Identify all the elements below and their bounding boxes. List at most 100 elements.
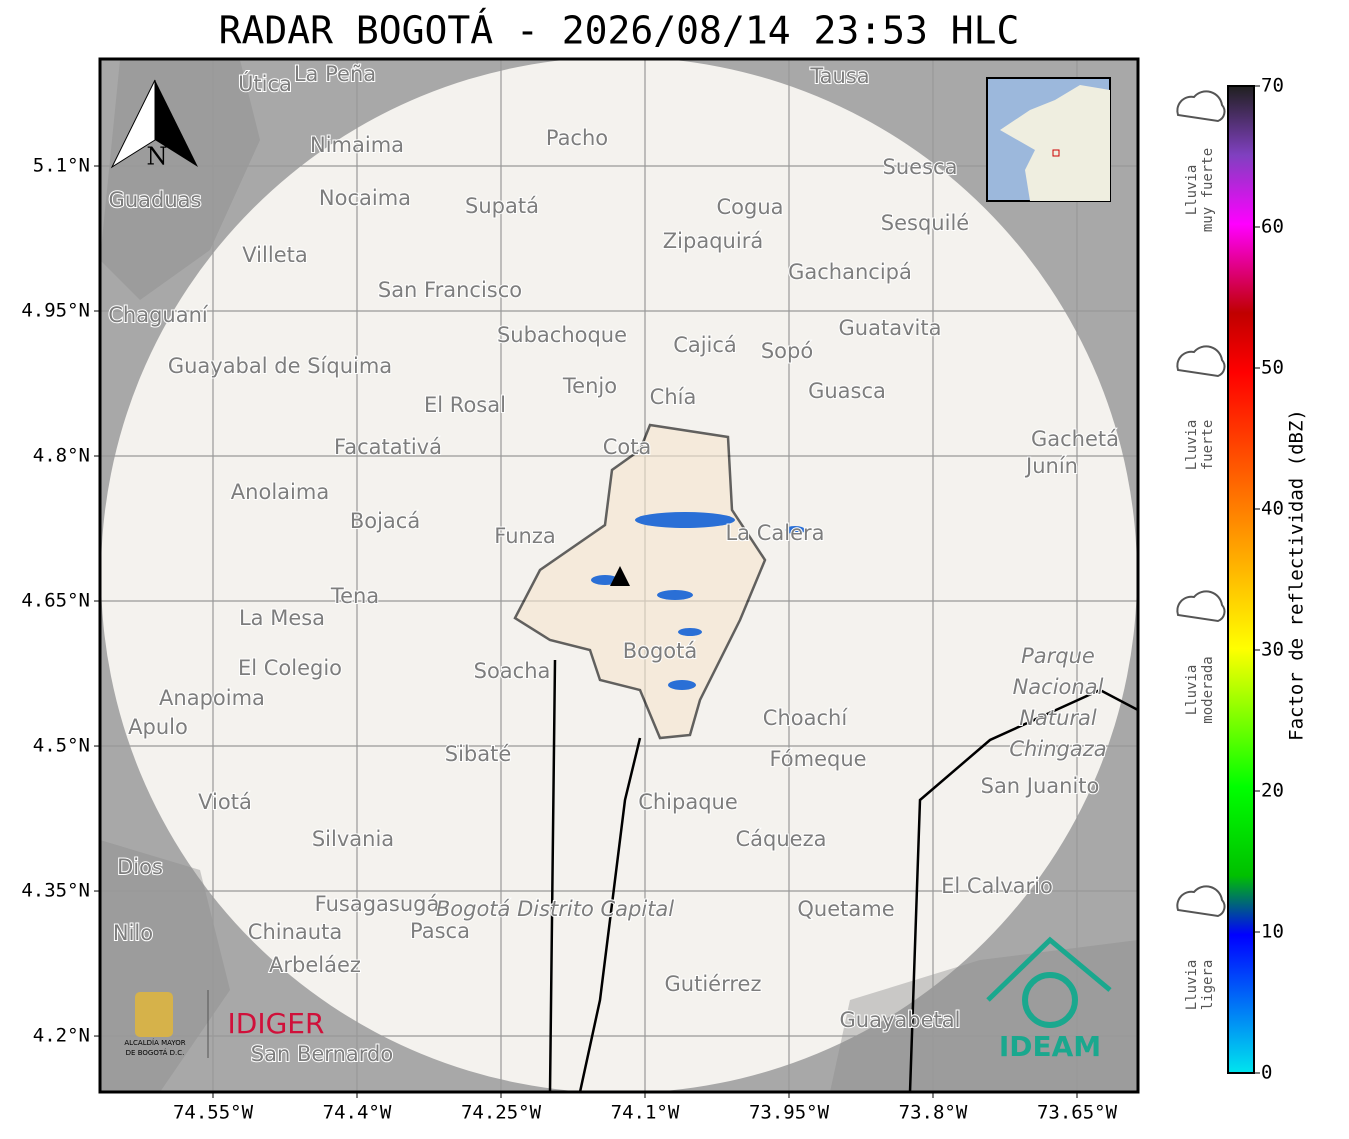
lon-tick-label: 73.8°W: [899, 1102, 968, 1124]
place-label: Silvania: [312, 827, 394, 851]
colorbar-tick-label: 0: [1261, 1062, 1272, 1084]
park-label: Nacional: [1013, 675, 1104, 699]
place-label: Quetame: [797, 897, 894, 921]
place-label: Tausa: [809, 64, 869, 88]
rain-class-label: Lluvia: [1184, 165, 1200, 216]
place-label: El Rosal: [424, 393, 506, 417]
terrain-shade: [100, 60, 1138, 1092]
place-label: Sopó: [761, 339, 813, 363]
colorbar-tick-label: 10: [1261, 921, 1284, 943]
alcaldia-shield: [135, 992, 173, 1037]
boundaries: [548, 659, 1138, 1092]
colorbar-tick-label: 20: [1261, 780, 1284, 802]
place-label: Cáqueza: [736, 827, 827, 851]
place-label: Nilo: [113, 921, 153, 945]
place-label: La Peña: [294, 62, 376, 86]
place-label: Supatá: [465, 194, 539, 218]
place-label: Chipaque: [638, 790, 738, 814]
colorbar-tick-label: 40: [1261, 498, 1284, 520]
park-label: Parque: [1021, 644, 1095, 668]
inset-map: [986, 77, 1111, 202]
rain-class-label: Lluvia: [1184, 665, 1200, 716]
place-label: Bogotá: [623, 639, 698, 663]
place-label: Bojacá: [350, 509, 420, 533]
lon-tick-label: 74.55°W: [173, 1102, 254, 1124]
map-frame: [98, 57, 1140, 1094]
echo: [678, 628, 702, 636]
rain-class-label: ligera: [1200, 960, 1216, 1011]
ideam-roof: [986, 936, 1112, 1002]
place-label: Anapoima: [159, 686, 265, 710]
rain-class-label: moderada: [1200, 656, 1216, 723]
colorbar: [1227, 85, 1255, 1074]
place-label: Tena: [330, 584, 379, 608]
place-label: Guayabetal: [840, 1008, 961, 1032]
place-label: Gachancipá: [788, 260, 912, 284]
place-label: Cajicá: [673, 333, 737, 357]
place-label: Arbeláez: [269, 953, 361, 977]
district-label: Bogotá Distrito Capital: [436, 897, 674, 921]
lon-tick-label: 73.95°W: [749, 1102, 830, 1124]
place-label: Cota: [603, 435, 652, 459]
inset-land: [1000, 85, 1110, 201]
lat-tick-label: 4.5°N: [33, 735, 90, 757]
place-label: Chinauta: [248, 920, 342, 944]
place-label: Gutiérrez: [665, 972, 762, 996]
echoes: [591, 512, 805, 690]
place-label: El Colegio: [238, 656, 342, 680]
idiger-logo: IDIGER: [228, 1007, 325, 1040]
place-label: Funza: [494, 524, 555, 548]
place-label: Dios: [117, 855, 163, 879]
place-label: Pacho: [546, 126, 608, 150]
place-label: Fómeque: [769, 747, 866, 771]
place-label: Junín: [1024, 454, 1078, 478]
radar-site: [610, 566, 630, 586]
lat-tick-label: 5.1°N: [33, 155, 90, 177]
logos: ALCALDÍA MAYOR DE BOGOTÁ D.C. IDIGER IDE…: [124, 936, 1112, 1063]
place-label: Sesquilé: [881, 211, 969, 235]
inset-marker: [1052, 149, 1060, 157]
place-label: Subachoque: [497, 323, 627, 347]
place-label: San Francisco: [378, 278, 522, 302]
lon-tick-label: 74.25°W: [461, 1102, 542, 1124]
north-arrow: N: [110, 79, 198, 171]
place-label: Nimaima: [310, 133, 404, 157]
place-label: Pasca: [410, 919, 470, 943]
colorbar-tick-label: 70: [1261, 75, 1284, 97]
colorbar-tick-label: 60: [1261, 216, 1284, 238]
place-label: Zipaquirá: [663, 229, 763, 253]
lon-tick-label: 74.4°W: [323, 1102, 392, 1124]
rain-class-label: fuerte: [1200, 420, 1216, 471]
echo: [657, 590, 693, 600]
place-label: Viotá: [198, 790, 252, 814]
echo: [668, 680, 696, 690]
rain-class-label: muy fuerte: [1200, 148, 1216, 232]
north-label: N: [147, 143, 168, 171]
title: RADAR BOGOTÁ - 2026/08/14 23:53 HLC: [219, 9, 1020, 53]
place-label: Sibaté: [445, 742, 512, 766]
park-label: Natural: [1019, 706, 1097, 730]
place-label: Nocaima: [319, 186, 411, 210]
place-label: Soacha: [474, 659, 551, 683]
echo: [635, 512, 735, 528]
place-label: Suesca: [883, 155, 958, 179]
place-label: Tenjo: [562, 374, 617, 398]
place-label: El Calvario: [941, 874, 1053, 898]
place-label: Guaduas: [109, 188, 202, 212]
place-label: Útica: [238, 71, 292, 96]
rain-icon: [1176, 90, 1226, 123]
ideam-swirl: [1022, 972, 1078, 1028]
colorbar-label: Factor de reflectividad (dBZ): [1286, 409, 1308, 741]
ideam-logo: IDEAM: [999, 1030, 1101, 1063]
place-label: San Bernardo: [251, 1042, 393, 1066]
lat-tick-label: 4.95°N: [21, 300, 90, 322]
bogota-urban: [513, 423, 767, 740]
rain-class-label: Lluvia: [1184, 420, 1200, 471]
alcaldia-line: ALCALDÍA MAYOR: [124, 1038, 185, 1047]
place-label: Anolaima: [231, 480, 329, 504]
colorbar-tick-label: 50: [1261, 357, 1284, 379]
place-label: San Juanito: [981, 774, 1100, 798]
place-label: Cogua: [716, 195, 783, 219]
